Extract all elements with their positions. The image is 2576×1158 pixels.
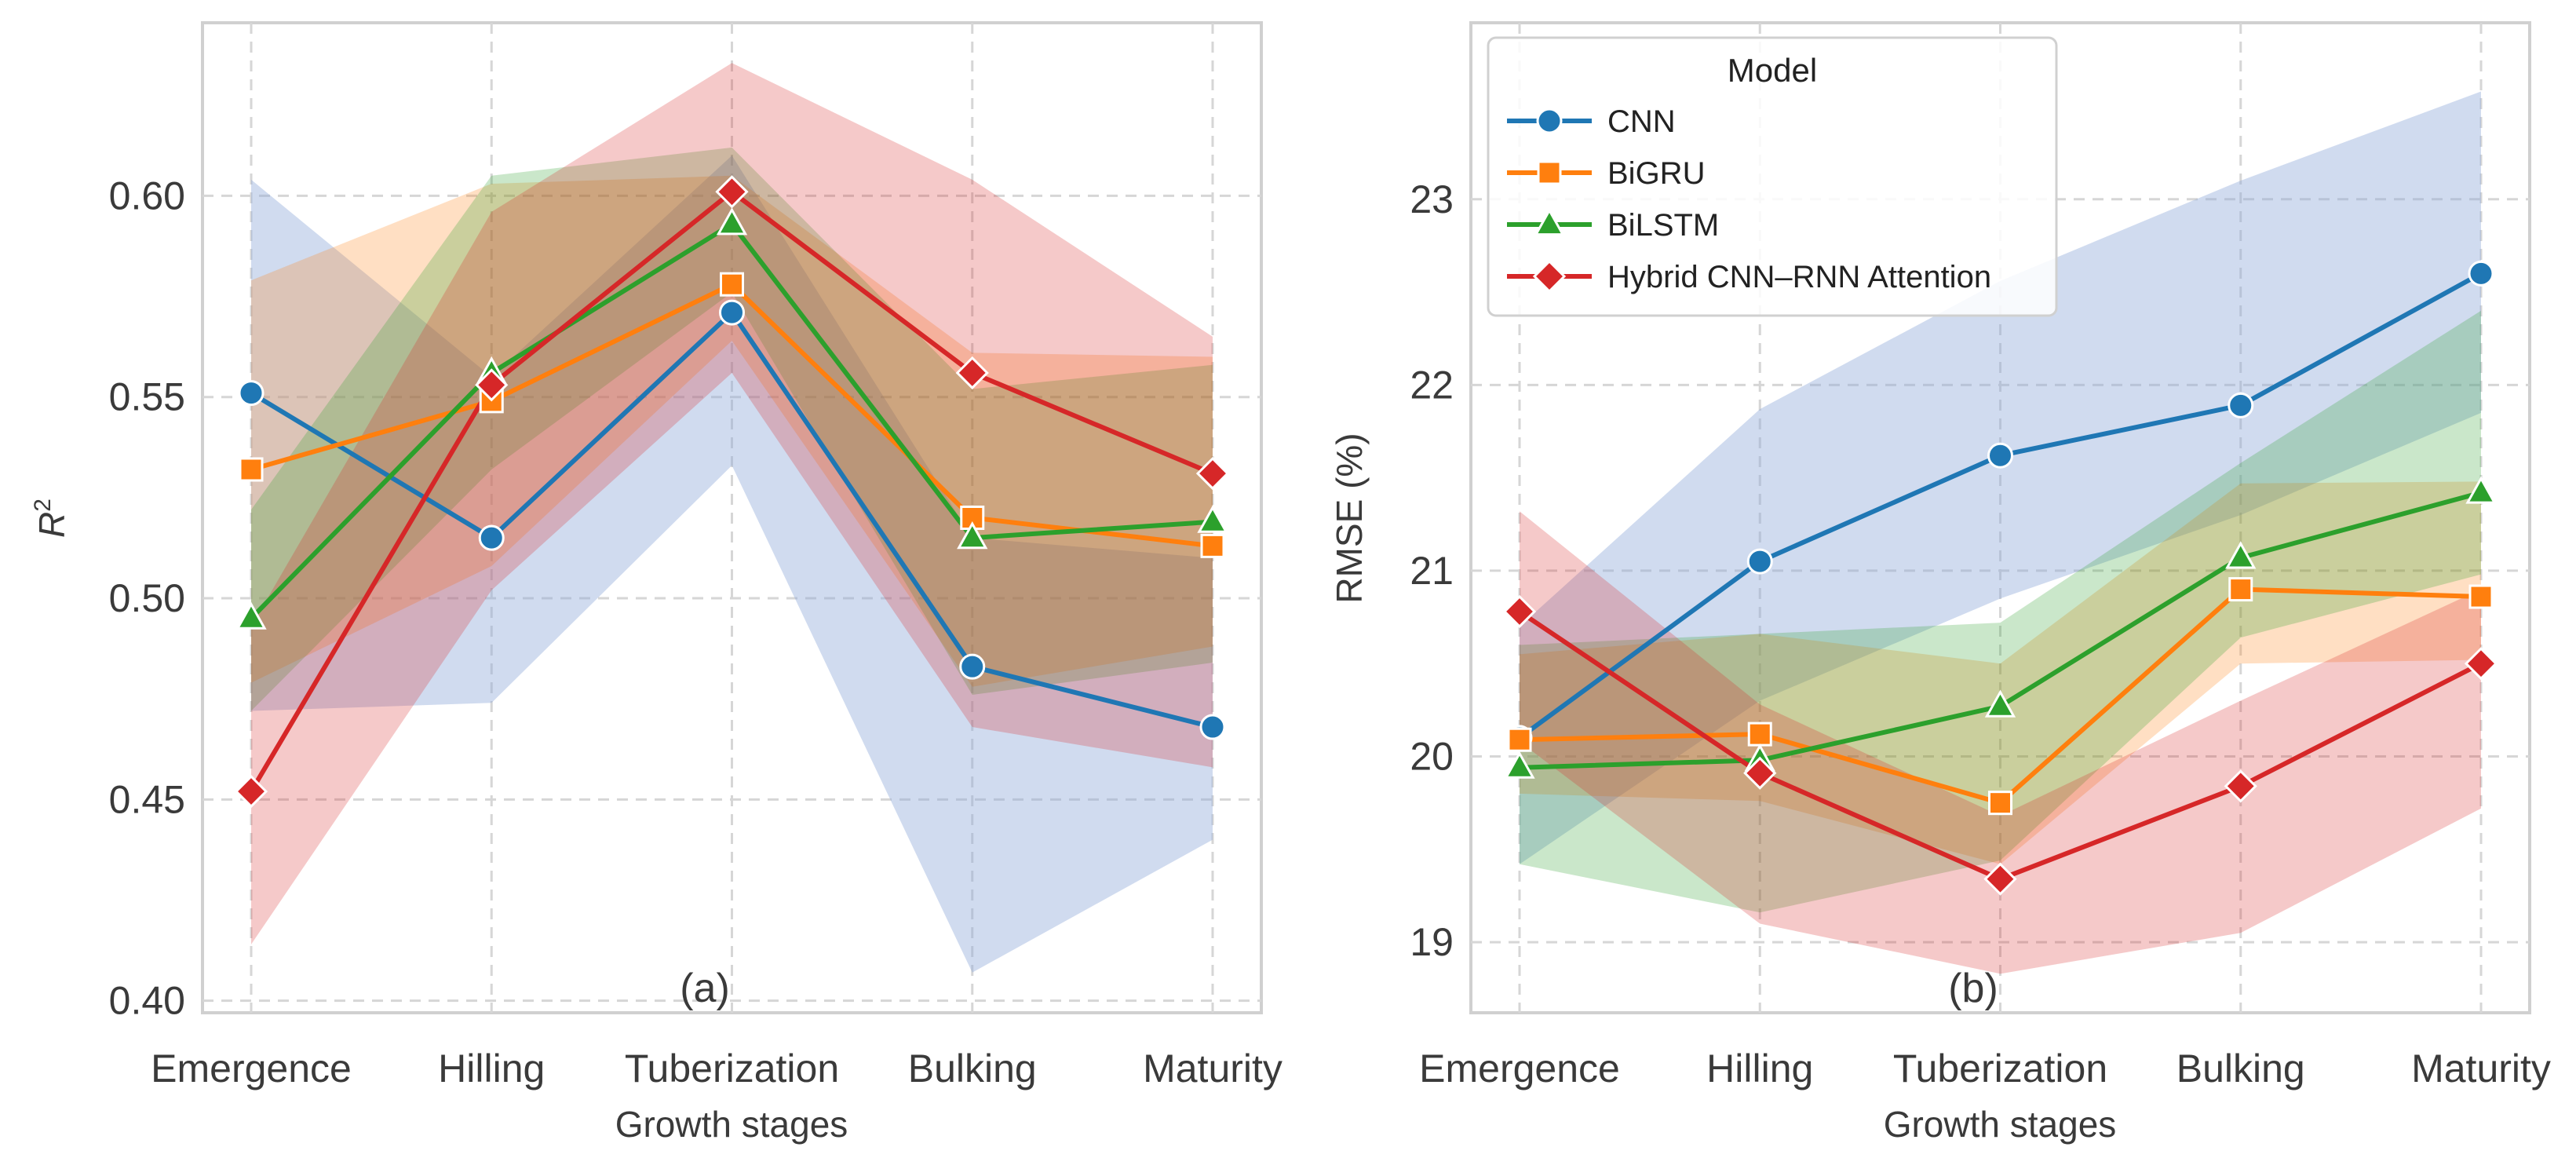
panel-b-x-tick-labels: Emergence Hilling Tuberization Bulking Matur… (1419, 1047, 2551, 1090)
panel-a-x-axis-label: Growth stages (615, 1104, 848, 1145)
panel-b-xtick-maturity: Maturity (2411, 1047, 2551, 1090)
panel-a-marker-cnn-emergence (238, 380, 265, 407)
panel-a-band-bilstm (251, 147, 1213, 711)
panel-b-band-hybrid-cnn-rnn-attention (1520, 511, 2481, 974)
panel-b-ytick-label: 20 (1410, 735, 1454, 779)
panel-a-band-hybrid-cnn-rnn-attention (251, 63, 1213, 944)
panel-b-marker-cnn-hilling (1746, 548, 1773, 575)
panel-a-y-axis-label: R2 (30, 499, 72, 538)
panel-a-marker-bigru-tuberization (720, 272, 744, 297)
panel-b-marker-bigru-maturity (2468, 584, 2494, 609)
panel-a-marker-bigru-maturity (1200, 533, 1225, 558)
panel-b-marker-hybrid-cnn-rnn-attention-bulking (2224, 769, 2257, 803)
panel-a-marker-hybrid-cnn-rnn-attention-hilling (475, 368, 509, 402)
legend-marker-bilstm (1534, 207, 1565, 236)
panel-a-y-axis-label-superscript: 2 (30, 499, 56, 512)
legend-marker-cnn (1536, 108, 1563, 134)
panel-a-marker-cnn-bulking (959, 653, 986, 680)
legend-marker-bigru (1537, 160, 1562, 185)
legend-label-cnn: CNN (1607, 104, 1676, 139)
panel-a-xtick-hilling: Hilling (438, 1047, 545, 1090)
legend-marker-hybrid-cnn-rnn-attention (1532, 259, 1567, 294)
panel-b-marker-hybrid-cnn-rnn-attention-tuberization (1983, 862, 2017, 896)
panel-b-marker-bilstm-maturity (2465, 476, 2497, 504)
panel-a-confidence-bands (251, 63, 1213, 973)
legend-items: CNN BiGRU BiLSTM Hybrid CNN–RNN Attention (1507, 104, 1991, 294)
panel-a-x-tick-labels: Emergence Hilling Tuberization Bulking Matur… (151, 1047, 1283, 1090)
panel-b-marker-bilstm-tuberization (1984, 689, 2016, 718)
panel-b-ytick-label: 22 (1410, 363, 1454, 407)
legend-box (1487, 36, 2058, 317)
panel-a-ytick-label: 0.60 (109, 174, 185, 217)
panel-b-band-cnn (1520, 91, 2481, 864)
panel-b-xtick-bulking: Bulking (2176, 1047, 2305, 1090)
panel-a-xtick-maturity: Maturity (1143, 1047, 1283, 1090)
panel-b-rmse-chart: 19 20 21 22 23 Emergence Hilling Tuberization B… (1329, 21, 2551, 1145)
panel-a-ytick-label: 0.45 (109, 777, 185, 821)
panel-a-y-tick-labels: 0.40 0.45 0.50 0.55 0.60 (109, 174, 185, 1022)
panel-a-band-cnn (251, 155, 1213, 973)
panel-a-marker-bigru-emergence (239, 457, 264, 482)
legend: Model CNN BiGRU BiLSTM Hybrid CNN–RNN Atten… (1487, 36, 2058, 317)
panel-a-xtick-bulking: Bulking (908, 1047, 1037, 1090)
panel-b-marker-cnn-maturity (2468, 260, 2494, 287)
panel-b-marker-bigru-bulking (2228, 577, 2253, 602)
panel-a-y-axis-label-base: R (31, 512, 72, 538)
panel-b-marker-bigru-emergence (1507, 727, 1532, 752)
panel-a-r2-chart: 0.40 0.45 0.50 0.55 0.60 Emergence Hilling Tub… (30, 21, 1283, 1145)
legend-label-bigru: BiGRU (1607, 156, 1705, 191)
panel-b-xtick-emergence: Emergence (1419, 1047, 1620, 1090)
panel-a-marker-cnn-maturity (1199, 714, 1226, 740)
panel-a-tag: (a) (680, 966, 730, 1011)
panel-a-marker-hybrid-cnn-rnn-attention-bulking (955, 356, 989, 390)
panel-b-grid (1471, 23, 2530, 1013)
legend-label-hybrid-cnn-rnn-attention: Hybrid CNN–RNN Attention (1607, 260, 1991, 294)
legend-label-bilstm: BiLSTM (1607, 208, 1719, 243)
panel-a-marker-cnn-tuberization (719, 299, 745, 326)
panel-a-band-bigru (251, 175, 1213, 687)
panel-b-marker-cnn-tuberization (1987, 442, 2013, 469)
panel-a-marker-bilstm-emergence (235, 601, 267, 630)
panel-b-marker-hybrid-cnn-rnn-attention-maturity (2464, 647, 2498, 681)
panel-a-marker-cnn-hilling (478, 524, 505, 551)
panel-a-xtick-tuberization: Tuberization (625, 1047, 839, 1090)
panel-a-marker-bigru-bulking (960, 506, 985, 530)
panel-a-xtick-emergence: Emergence (151, 1047, 352, 1090)
panel-b-marker-cnn-bulking (2228, 392, 2254, 418)
panel-b-tag: (b) (1948, 966, 1998, 1011)
panel-b-marker-bilstm-emergence (1504, 751, 1535, 779)
panel-b-ytick-label: 23 (1410, 177, 1454, 221)
panel-b-marker-bigru-tuberization (1988, 791, 2012, 816)
panel-a-ytick-label: 0.40 (109, 979, 185, 1023)
panel-a-markers (234, 175, 1230, 809)
panel-a-marker-hybrid-cnn-rnn-attention-emergence (234, 774, 268, 809)
panel-a-ytick-label: 0.50 (109, 576, 185, 620)
panel-a-marker-bilstm-bulking (957, 521, 988, 550)
panel-a-ytick-label: 0.55 (109, 375, 185, 419)
panel-b-y-tick-labels: 19 20 21 22 23 (1410, 177, 1454, 964)
panel-b-xtick-hilling: Hilling (1706, 1047, 1813, 1090)
panel-b-xtick-tuberization: Tuberization (1893, 1047, 2107, 1090)
panel-a-marker-hybrid-cnn-rnn-attention-maturity (1195, 456, 1230, 491)
panel-a-marker-hybrid-cnn-rnn-attention-tuberization (715, 175, 749, 209)
panel-a-marker-bilstm-tuberization (716, 207, 748, 236)
panel-b-x-axis-label: Growth stages (1884, 1104, 2117, 1145)
panel-b-y-axis-label: RMSE (%) (1329, 433, 1370, 603)
panel-b-marker-hybrid-cnn-rnn-attention-hilling (1743, 756, 1777, 790)
panel-b-markers (1502, 260, 2498, 896)
panel-b-marker-bilstm-bulking (2225, 541, 2257, 569)
panel-a-marker-bilstm-maturity (1197, 505, 1228, 533)
panel-b-marker-bigru-hilling (1747, 721, 1772, 747)
panel-b-marker-hybrid-cnn-rnn-attention-emergence (1502, 594, 1537, 629)
panel-b-ytick-label: 19 (1410, 920, 1454, 964)
legend-title: Model (1728, 52, 1817, 89)
panel-b-ytick-label: 21 (1410, 549, 1454, 593)
